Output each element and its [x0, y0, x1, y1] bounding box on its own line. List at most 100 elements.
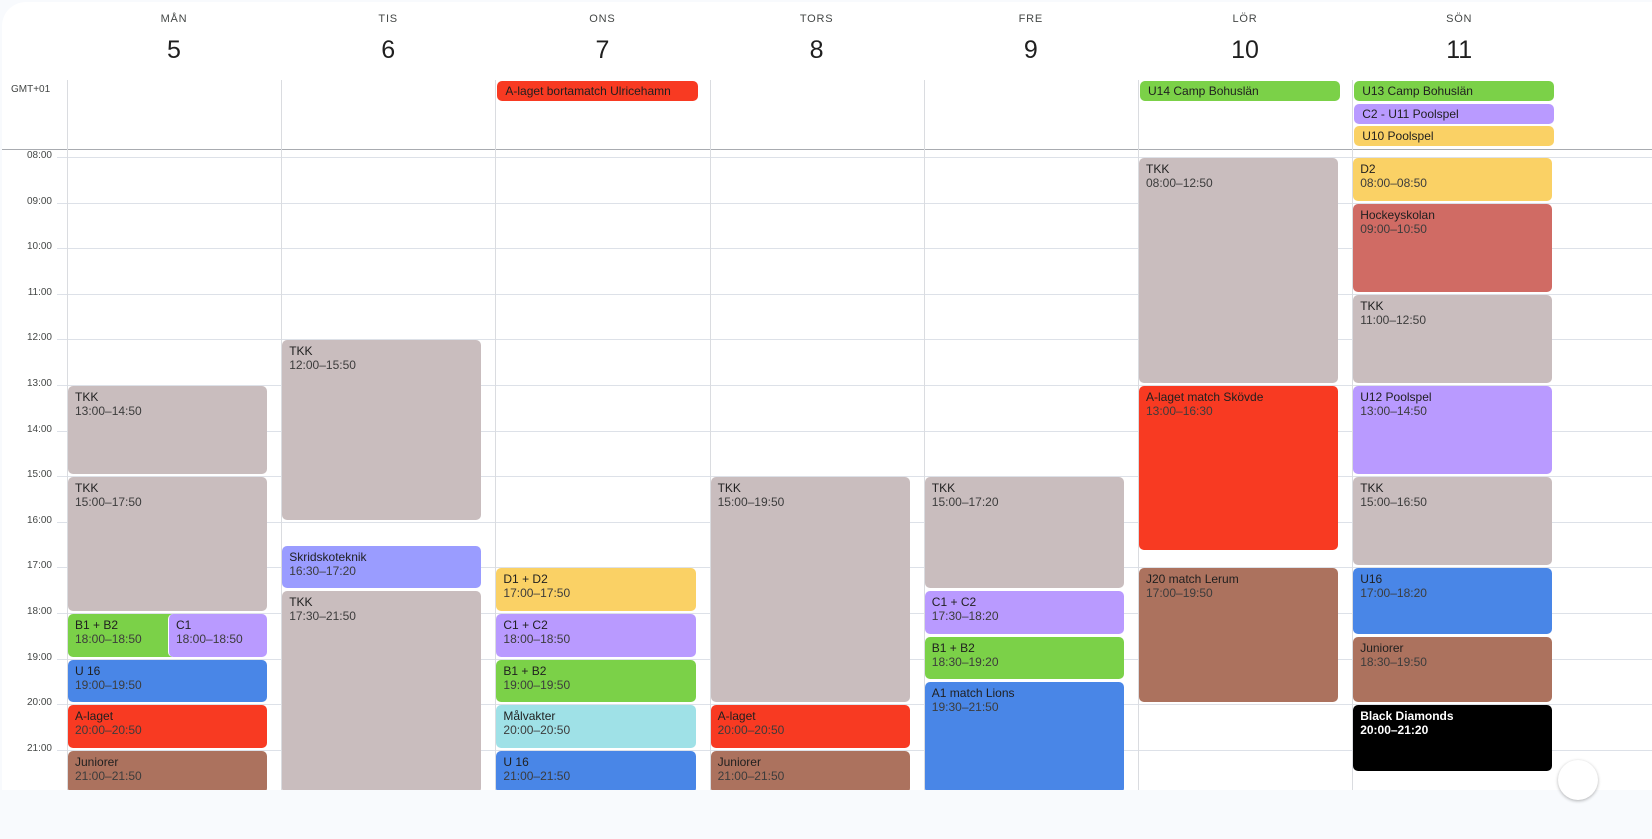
event-title: C1 + C2: [931, 595, 977, 610]
hour-label: 17:00: [26, 560, 52, 572]
calendar-event[interactable]: Juniorer 21:00–21:50: [710, 750, 910, 790]
day-name: MÅN: [160, 13, 188, 25]
event-title: Juniorer: [1360, 640, 1404, 655]
day-date[interactable]: 7: [595, 36, 610, 64]
event-title: D2: [1360, 162, 1376, 176]
event-title: B1 + B2: [503, 663, 547, 678]
calendar-event[interactable]: TKK 08:00–12:50: [1139, 158, 1339, 383]
event-time: 21:00–21:50: [503, 768, 571, 783]
day-column-divider: [495, 80, 497, 790]
calendar-event[interactable]: B1 + B2 18:30–19:20: [924, 636, 1124, 680]
calendar-event[interactable]: TKK 15:00–17:50: [68, 477, 268, 611]
calendar-event[interactable]: J20 match Lerum 17:00–19:50: [1139, 568, 1339, 703]
day-date[interactable]: 6: [381, 36, 396, 64]
calendar-event[interactable]: B1 + B2 19:00–19:50: [496, 659, 696, 703]
calendar-event[interactable]: B1 + B2 18:00–18:50: [68, 614, 176, 657]
calendar-event[interactable]: Juniorer 18:30–19:50: [1353, 636, 1553, 703]
calendar-event[interactable]: TKK 13:00–14:50: [68, 386, 268, 475]
event-time: 13:00–14:50: [75, 404, 142, 418]
scroll-button[interactable]: [1558, 760, 1598, 800]
calendar-event[interactable]: Hockeyskolan 09:00–10:50: [1353, 203, 1553, 292]
event-time: 17:30–18:20: [931, 609, 999, 624]
event-time: 09:00–10:50: [1360, 221, 1427, 236]
hour-gridline: [57, 749, 1652, 751]
event-title: U 16: [75, 663, 101, 678]
calendar-event[interactable]: C1 + C2 18:00–18:50: [496, 614, 696, 657]
calendar-event[interactable]: D1 + D2 17:00–17:50: [496, 568, 696, 611]
calendar-event[interactable]: A-laget 20:00–20:50: [710, 705, 910, 748]
event-time: 18:30–19:20: [931, 654, 999, 669]
calendar-event[interactable]: U16 17:00–18:20: [1353, 568, 1553, 634]
hour-label: 12:00: [26, 332, 52, 344]
calendar-event[interactable]: TKK 15:00–16:50: [1353, 477, 1553, 566]
event-title: TKK: [289, 595, 313, 610]
event-time: 13:00–16:30: [1146, 404, 1213, 418]
allday-event[interactable]: A-laget bortamatch Ulricehamn: [497, 81, 698, 101]
event-title: Hockeyskolan: [1360, 207, 1435, 222]
week-calendar: GMT+01 08:00 09:00 10:00 11:00 12:00 13:00 14:…: [2, 2, 1652, 790]
allday-event[interactable]: U10 Poolspel: [1354, 126, 1555, 146]
calendar-event[interactable]: Skridskoteknik 16:30–17:20: [282, 545, 482, 589]
calendar-event[interactable]: U 16 19:00–19:50: [68, 659, 268, 703]
event-time: 18:00–18:50: [503, 632, 571, 646]
day-column-divider: [1352, 80, 1354, 790]
hour-gridline: [57, 293, 1652, 295]
allday-event[interactable]: U14 Camp Bohuslän: [1140, 81, 1341, 101]
event-title: TKK: [75, 390, 99, 404]
calendar-event[interactable]: TKK 15:00–19:50: [710, 477, 910, 703]
event-time: 13:00–14:50: [1360, 404, 1427, 418]
calendar-event[interactable]: Målvakter 20:00–20:50: [496, 705, 696, 748]
event-title: U12 Poolspel: [1360, 390, 1432, 404]
hour-label: 10:00: [26, 241, 52, 253]
day-date[interactable]: 9: [1023, 36, 1038, 64]
calendar-event[interactable]: U12 Poolspel 13:00–14:50: [1353, 386, 1553, 475]
event-title: B1 + B2: [75, 618, 119, 632]
day-date[interactable]: 5: [167, 36, 181, 64]
event-time: 16:30–17:20: [289, 563, 356, 578]
event-time: 20:00–20:50: [75, 723, 142, 738]
event-time: 17:00–17:50: [503, 586, 571, 601]
day-column-divider: [709, 80, 711, 790]
event-time: 19:30–21:50: [931, 700, 999, 715]
event-title: Juniorer: [717, 754, 761, 769]
day-name: SÖN: [1446, 13, 1473, 25]
event-title: U16: [1360, 572, 1383, 587]
calendar-event[interactable]: Juniorer 21:00–21:50: [68, 750, 268, 790]
event-time: 15:00–17:50: [75, 495, 142, 510]
event-time: 19:00–19:50: [503, 677, 571, 692]
timezone-label: GMT+01: [11, 84, 51, 95]
hour-gridline: [57, 704, 1652, 706]
calendar-event[interactable]: TKK 17:30–21:50: [282, 591, 482, 790]
event-time: 17:00–19:50: [1146, 586, 1213, 601]
calendar-event[interactable]: TKK 11:00–12:50: [1353, 294, 1553, 383]
event-title: Skridskoteknik: [289, 549, 367, 564]
event-title: TKK: [931, 481, 956, 496]
calendar-event[interactable]: C1 18:00–18:50: [168, 614, 268, 657]
day-name: TIS: [378, 13, 398, 25]
day-column-divider: [281, 80, 283, 790]
hour-gridline: [57, 476, 1652, 478]
event-time: 18:30–19:50: [1360, 654, 1427, 669]
day-date[interactable]: 11: [1446, 36, 1473, 64]
hour-gridline: [57, 248, 1652, 250]
calendar-event[interactable]: U 16 21:00–21:50: [496, 750, 696, 790]
calendar-event[interactable]: A-laget 20:00–20:50: [68, 705, 268, 748]
allday-event[interactable]: U13 Camp Bohuslän: [1354, 81, 1555, 101]
day-column-divider: [923, 80, 925, 790]
event-title: TKK: [1360, 298, 1384, 313]
event-time: 21:00–21:50: [717, 768, 785, 783]
event-time: 15:00–17:20: [931, 495, 999, 510]
calendar-event[interactable]: A-laget match Skövde 13:00–16:30: [1139, 386, 1339, 551]
calendar-event[interactable]: TKK 15:00–17:20: [924, 477, 1124, 589]
calendar-event[interactable]: A1 match Lions 19:30–21:50: [924, 682, 1124, 790]
day-date[interactable]: 10: [1231, 36, 1259, 64]
allday-event[interactable]: C2 - U11 Poolspel: [1354, 103, 1555, 124]
hour-gridline: [57, 385, 1652, 386]
calendar-event[interactable]: Black Diamonds 20:00–21:20: [1353, 705, 1553, 771]
day-date[interactable]: 8: [809, 36, 824, 64]
calendar-event[interactable]: TKK 12:00–15:50: [282, 340, 482, 520]
event-time: 17:00–18:20: [1360, 586, 1427, 601]
calendar-event[interactable]: D2 08:00–08:50: [1353, 158, 1553, 201]
day-name: FRE: [1018, 13, 1043, 25]
calendar-event[interactable]: C1 + C2 17:30–18:20: [924, 591, 1124, 634]
